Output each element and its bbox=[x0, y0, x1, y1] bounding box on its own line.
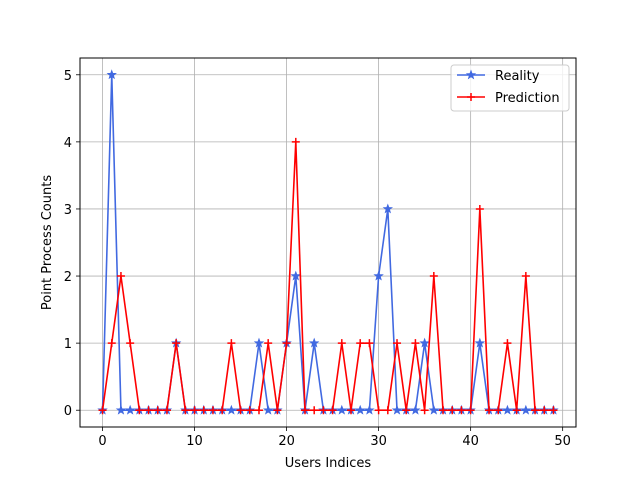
series-line-prediction bbox=[101, 141, 554, 412]
data-point bbox=[336, 404, 347, 415]
data-point bbox=[226, 404, 237, 415]
data-point bbox=[153, 406, 162, 415]
data-point bbox=[502, 404, 513, 415]
legend-marker-reality bbox=[465, 69, 477, 80]
data-point bbox=[319, 406, 328, 415]
y-tick-label: 0 bbox=[64, 404, 72, 419]
data-point bbox=[393, 339, 402, 348]
data-point bbox=[282, 339, 291, 348]
y-axis-label: Point Process Counts bbox=[40, 175, 55, 310]
data-point bbox=[466, 406, 475, 415]
data-point bbox=[355, 404, 366, 415]
data-point bbox=[374, 406, 383, 415]
data-point bbox=[236, 406, 245, 415]
data-point bbox=[273, 406, 282, 415]
y-tick-label: 5 bbox=[64, 69, 72, 84]
grid-lines bbox=[80, 58, 576, 427]
data-point bbox=[98, 406, 107, 415]
data-point bbox=[474, 337, 486, 348]
data-point bbox=[264, 339, 273, 348]
legend-marker-prediction bbox=[467, 93, 475, 101]
data-point bbox=[475, 204, 484, 213]
data-point bbox=[494, 406, 503, 415]
axis-ticks: 0 10 20 30 40 50 0 1 2 3 4 5 bbox=[64, 69, 571, 449]
data-point bbox=[144, 406, 153, 415]
data-point bbox=[254, 406, 263, 415]
data-point bbox=[310, 406, 319, 415]
data-point bbox=[383, 406, 392, 415]
legend-marker bbox=[467, 93, 475, 101]
data-point bbox=[253, 337, 265, 348]
data-point bbox=[116, 272, 125, 281]
y-tick-label: 2 bbox=[64, 270, 72, 285]
data-point bbox=[262, 404, 274, 415]
data-point bbox=[172, 339, 181, 348]
data-point bbox=[135, 406, 144, 415]
data-point bbox=[410, 404, 421, 415]
legend-label-reality: Reality bbox=[495, 69, 540, 84]
data-point bbox=[373, 270, 384, 281]
plot-frame bbox=[79, 57, 577, 428]
data-point bbox=[181, 406, 190, 415]
y-tick-label: 3 bbox=[64, 203, 72, 218]
data-point bbox=[503, 339, 512, 348]
data-point bbox=[199, 406, 208, 415]
data-point bbox=[218, 406, 227, 415]
data-point bbox=[420, 406, 429, 415]
x-axis-label: Users Indices bbox=[285, 456, 372, 471]
data-point bbox=[115, 404, 127, 415]
data-point bbox=[107, 339, 116, 348]
data-point bbox=[208, 406, 217, 415]
data-point bbox=[356, 339, 365, 348]
data-point bbox=[540, 406, 549, 415]
data-point bbox=[106, 69, 117, 80]
data-point bbox=[347, 406, 356, 415]
x-tick-label: 0 bbox=[98, 434, 106, 449]
data-point bbox=[382, 203, 394, 214]
data-point bbox=[439, 406, 448, 415]
x-tick-label: 20 bbox=[278, 434, 295, 449]
data-point bbox=[457, 406, 466, 415]
data-point bbox=[337, 339, 346, 348]
data-point bbox=[245, 406, 254, 415]
x-tick-label: 10 bbox=[186, 434, 203, 449]
x-tick-label: 50 bbox=[554, 434, 571, 449]
data-point bbox=[328, 406, 337, 415]
data-point bbox=[291, 137, 300, 146]
legend: Reality Prediction bbox=[450, 64, 570, 112]
data-point bbox=[419, 337, 430, 348]
data-point bbox=[411, 339, 420, 348]
data-point bbox=[364, 404, 375, 415]
data-point bbox=[300, 406, 309, 415]
data-point bbox=[126, 339, 135, 348]
data-point bbox=[521, 272, 530, 281]
data-point bbox=[512, 406, 521, 415]
legend-box bbox=[450, 64, 570, 112]
series-prediction bbox=[98, 137, 558, 415]
data-point bbox=[124, 404, 136, 415]
data-point bbox=[290, 270, 301, 281]
data-point bbox=[429, 272, 438, 281]
data-point bbox=[428, 404, 440, 415]
data-point bbox=[162, 406, 171, 415]
data-point bbox=[549, 406, 558, 415]
data-point bbox=[309, 337, 320, 348]
data-point bbox=[365, 339, 374, 348]
x-tick-label: 30 bbox=[370, 434, 387, 449]
y-tick-label: 1 bbox=[64, 337, 72, 352]
data-point bbox=[485, 406, 494, 415]
legend-marker bbox=[465, 69, 477, 80]
x-tick-label: 40 bbox=[462, 434, 479, 449]
y-tick-label: 4 bbox=[64, 136, 72, 151]
data-point bbox=[227, 339, 236, 348]
legend-label-prediction: Prediction bbox=[495, 91, 560, 106]
series-layer bbox=[97, 69, 559, 415]
data-point bbox=[448, 406, 457, 415]
data-point bbox=[402, 406, 411, 415]
data-point bbox=[190, 406, 199, 415]
data-point bbox=[520, 404, 532, 415]
data-point bbox=[531, 406, 540, 415]
data-point bbox=[391, 404, 403, 415]
